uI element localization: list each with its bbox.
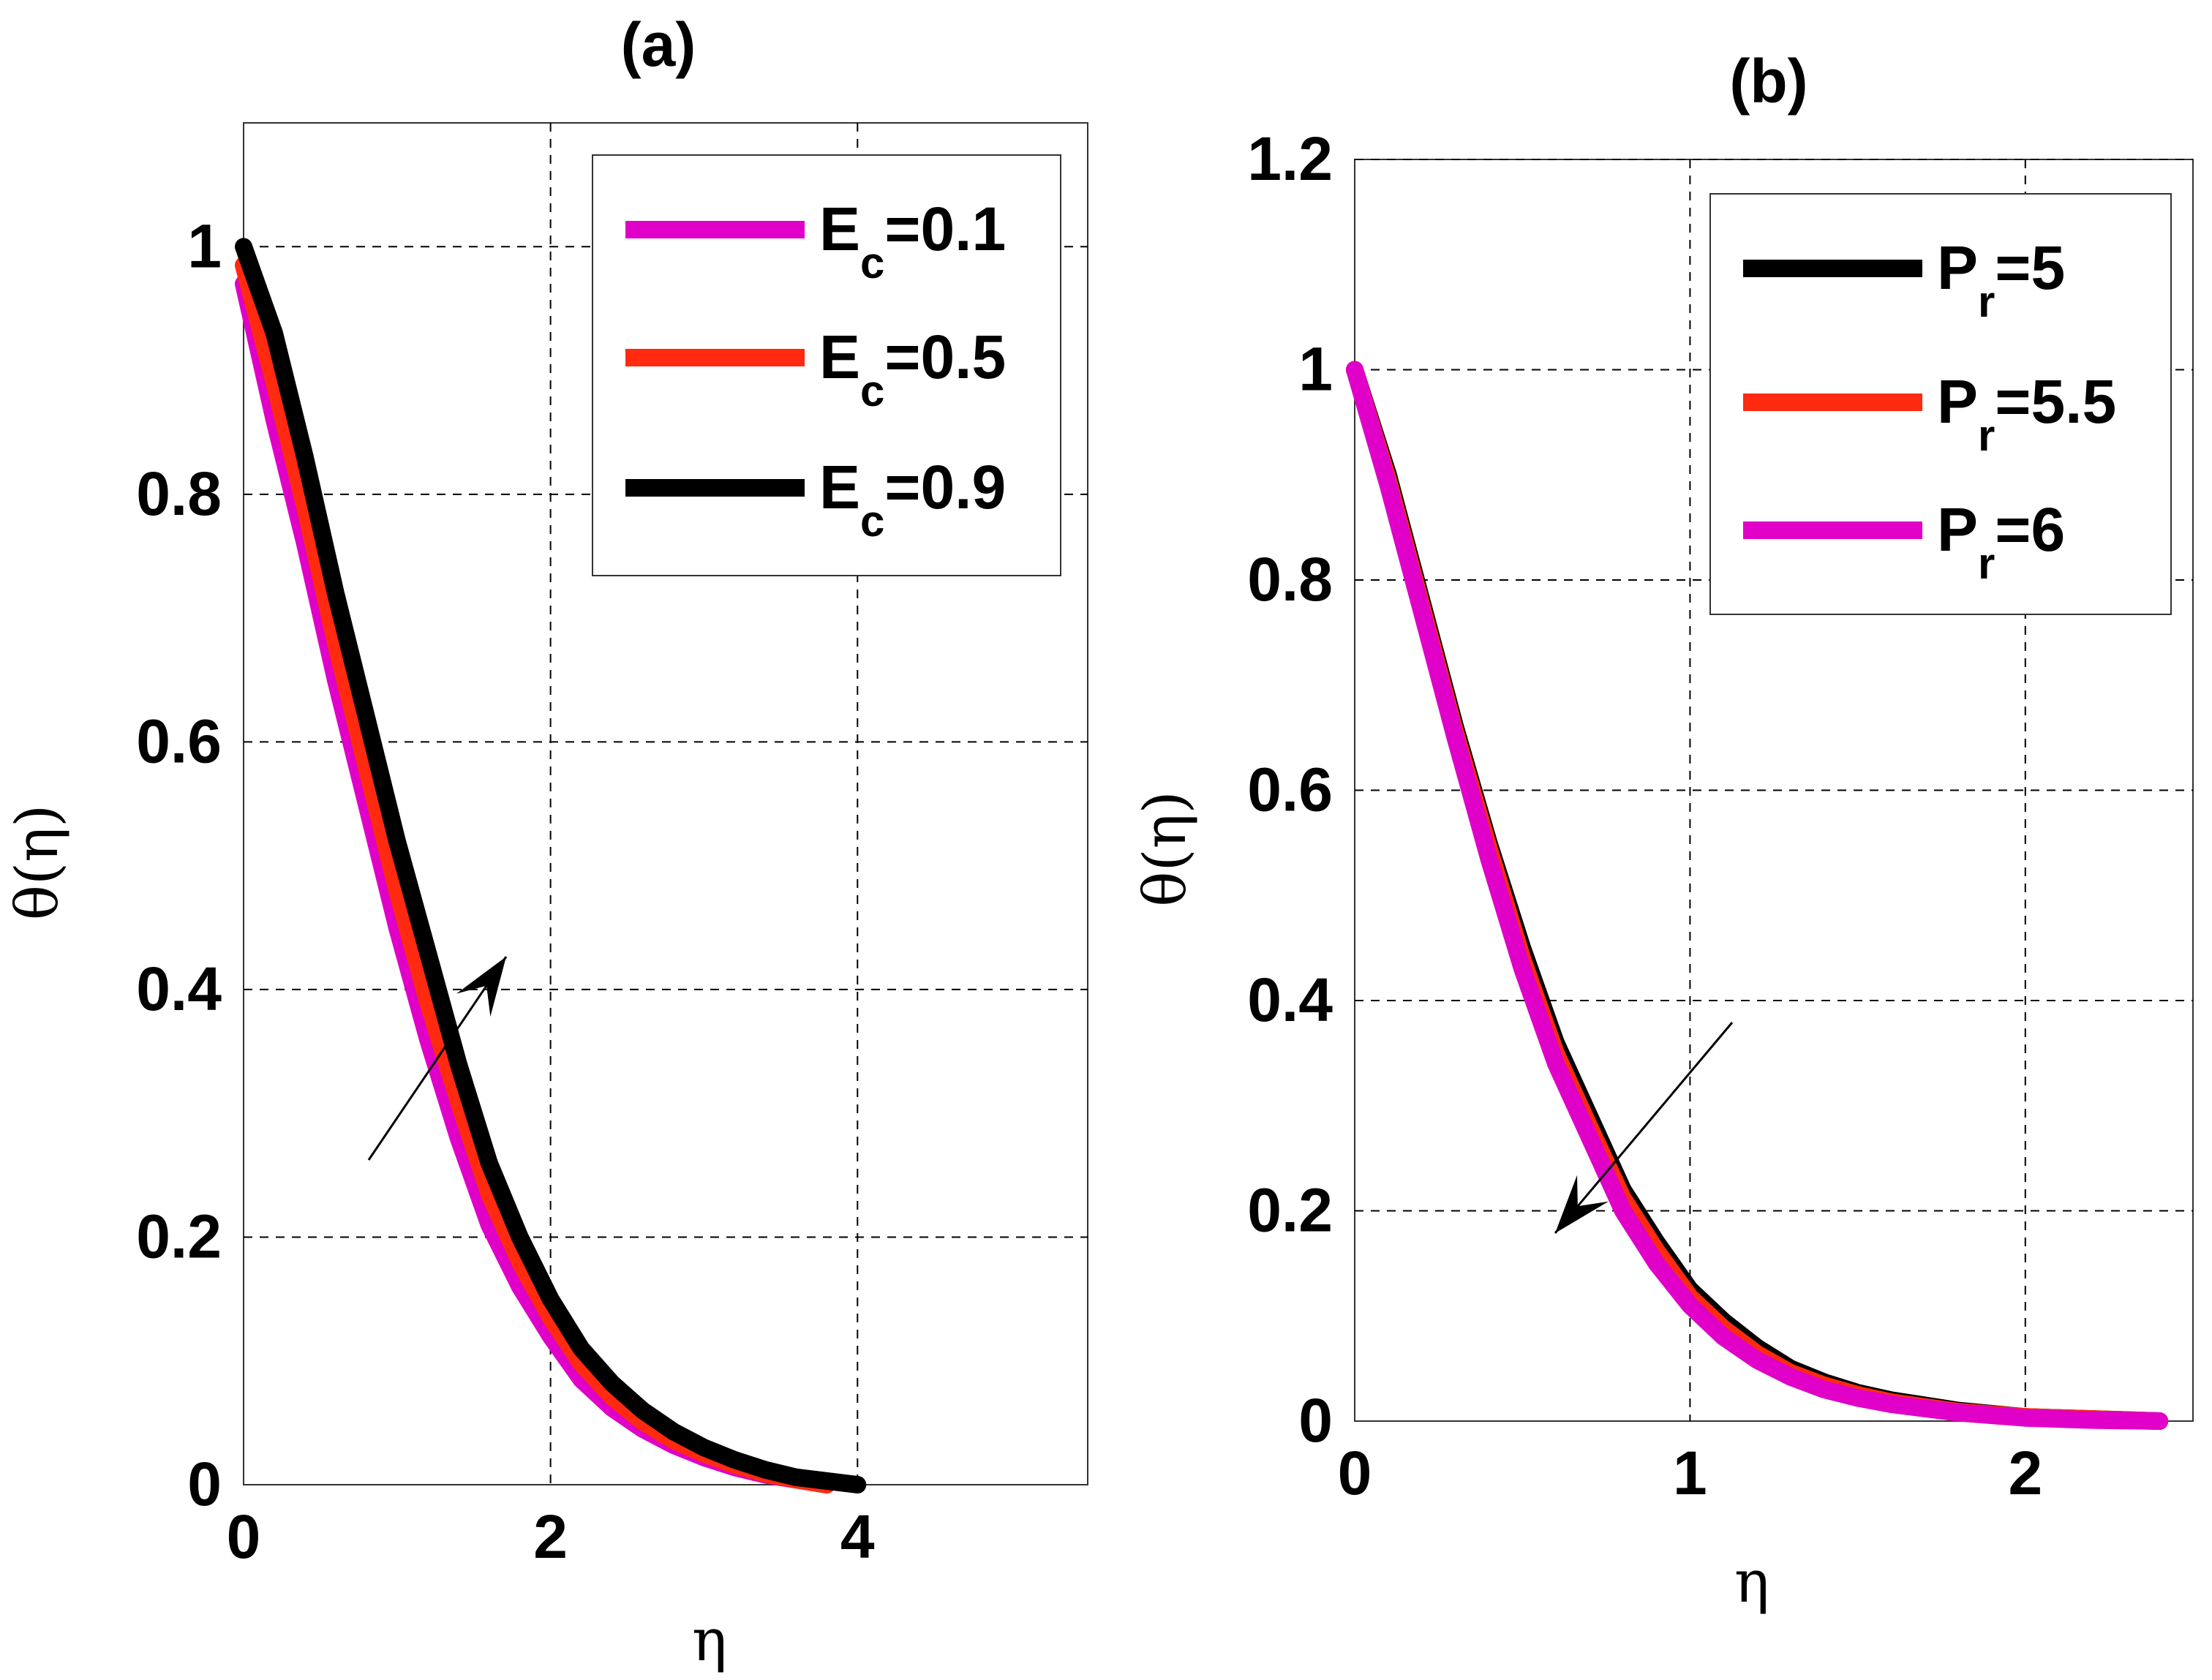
y-tick-label: 0	[1298, 1386, 1333, 1455]
legend-item: Pr=5	[1743, 233, 2065, 326]
trend-arrow-shaft	[367, 956, 508, 1161]
panel-a: 0 2 400.20.40.60.81(a)ηθ(η)Ec=0.1Ec=0.5Ec=…	[3, 10, 1088, 1674]
y-axis-label: θ(η)	[1131, 791, 1199, 907]
y-tick-label: 0.8	[1247, 545, 1333, 614]
x-axis-label: η	[1734, 1548, 1769, 1616]
legend: Ec=0.1 Ec=0.5 Ec=0.9	[592, 154, 1061, 576]
legend-item: Pr=6	[1743, 495, 2065, 588]
legend-label: Ec=0.9	[819, 453, 1006, 546]
x-tick-label: 2	[2008, 1439, 2042, 1507]
legend-label: Pr=5.5	[1937, 367, 2116, 460]
legend-item: Ec=0.9	[625, 453, 1006, 546]
trend-arrow-head	[1555, 1175, 1609, 1233]
y-tick-label: 0.4	[1247, 965, 1333, 1034]
x-tick-label: 0	[227, 1502, 261, 1571]
chart-title: (b)	[1729, 47, 1807, 116]
y-tick-label: 0.2	[1247, 1176, 1333, 1245]
series-line-3	[1346, 361, 2169, 1430]
legend-item: Pr=5.5	[1743, 367, 2116, 460]
legend-item: Ec=0.5	[625, 323, 1006, 415]
legend-item: Ec=0.1	[625, 195, 1006, 287]
y-tick-label: 1	[1298, 335, 1333, 404]
y-tick-label: 0.6	[1247, 756, 1333, 824]
y-tick-label: 0	[187, 1450, 222, 1518]
series-line-3	[235, 238, 867, 1493]
y-tick-label: 0.2	[136, 1202, 222, 1270]
trend-arrow-shaft	[1554, 1022, 1734, 1234]
x-tick-label: 0	[1338, 1439, 1372, 1507]
legend-label: Ec=0.1	[819, 195, 1006, 287]
chart-title: (a)	[621, 10, 696, 79]
y-tick-label: 0.8	[136, 459, 222, 528]
y-tick-label: 0.6	[136, 707, 222, 775]
x-tick-label: 2	[533, 1502, 568, 1571]
y-tick-label: 1.2	[1247, 124, 1333, 193]
legend-label: Pr=6	[1937, 495, 2065, 588]
y-tick-label: 0.4	[136, 954, 222, 1023]
panel-b: 0 1 200.20.40.60.811.2(b)ηθ(η)Pr=5Pr=5.5Pr…	[1131, 47, 2194, 1616]
trend-arrow-head	[456, 957, 506, 1017]
x-axis-label: η	[692, 1606, 727, 1674]
legend: Pr=5 Pr=5.5 Pr=6	[1709, 193, 2172, 615]
legend-label: Ec=0.5	[819, 323, 1006, 415]
x-tick-label: 1	[1673, 1439, 1707, 1507]
x-tick-label: 4	[840, 1502, 875, 1571]
legend-label: Pr=5	[1937, 233, 2065, 326]
y-tick-label: 1	[187, 211, 222, 280]
y-axis-label: θ(η)	[3, 805, 71, 921]
